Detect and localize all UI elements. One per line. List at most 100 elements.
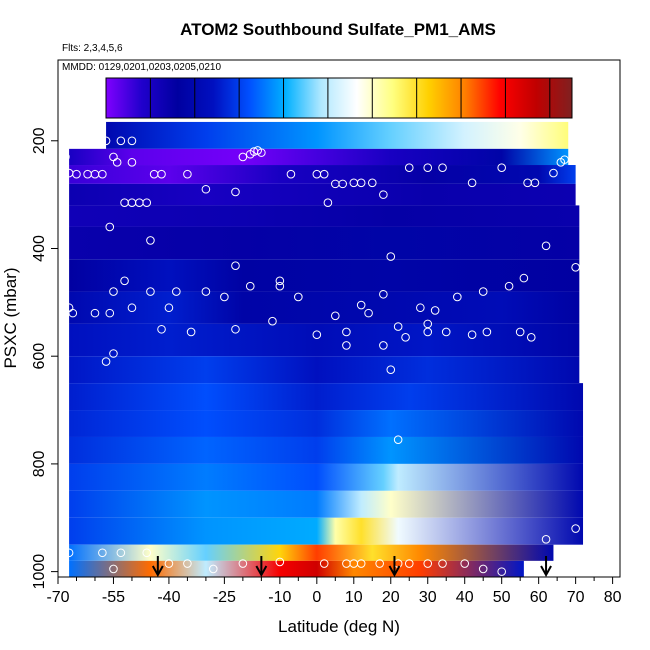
observation-point <box>356 178 366 188</box>
observation-point <box>423 163 433 173</box>
observation-point <box>319 559 329 568</box>
observation-point <box>549 168 558 178</box>
x-tick-label: 60 <box>530 589 548 606</box>
observation-point <box>497 163 506 173</box>
observation-point <box>146 236 155 245</box>
y-tick-label: 200 <box>31 127 48 154</box>
observation-point <box>201 184 211 194</box>
observation-point <box>238 152 248 162</box>
observation-point <box>268 316 277 326</box>
observation-point <box>438 559 447 568</box>
heatmap-band <box>69 560 524 577</box>
observation-point <box>467 330 477 339</box>
observation-point <box>245 281 255 291</box>
observation-point <box>541 241 551 251</box>
observation-point <box>323 198 333 208</box>
observation-point <box>275 557 285 567</box>
observation-point <box>231 261 240 271</box>
observation-point <box>146 287 155 296</box>
observation-point <box>68 308 78 318</box>
down-arrow-icon <box>388 556 401 578</box>
observation-point <box>116 548 126 558</box>
observation-point <box>127 303 137 313</box>
observation-point <box>112 158 122 167</box>
observation-point <box>356 559 366 568</box>
observation-point <box>164 559 174 568</box>
observation-point <box>220 292 229 302</box>
heatmap-band <box>69 323 580 357</box>
observation-point <box>364 308 373 318</box>
observation-point <box>201 287 211 296</box>
heatmap-band <box>69 356 580 384</box>
heatmap-band <box>69 291 580 324</box>
observation-point <box>183 559 192 568</box>
x-tick-label: -10 <box>268 589 291 606</box>
observation-point <box>379 341 388 350</box>
observation-point <box>157 169 166 179</box>
heatmap-band <box>69 205 580 227</box>
observation-point <box>164 303 174 313</box>
observation-point <box>231 187 240 197</box>
observation-point <box>61 152 70 162</box>
y-tick-label: 600 <box>31 343 48 370</box>
heatmap-band <box>69 463 584 491</box>
x-tick-label: 10 <box>345 589 363 606</box>
x-tick-label: -40 <box>157 589 180 606</box>
observation-point <box>101 357 111 366</box>
observation-point <box>338 179 347 189</box>
observation-point <box>541 535 551 544</box>
observation-point <box>504 281 514 291</box>
observation-point <box>386 365 396 374</box>
observation-point <box>186 327 196 337</box>
down-arrow-icon <box>255 556 268 578</box>
observation-point <box>478 564 488 574</box>
observation-point <box>120 276 129 286</box>
observation-point <box>90 308 100 318</box>
observation-point <box>342 341 351 350</box>
x-tick-label: -55 <box>102 589 125 606</box>
observation-point <box>127 136 137 146</box>
observation-point <box>356 300 366 310</box>
heatmap-bands <box>69 121 584 577</box>
observation-point <box>401 333 410 342</box>
observation-point <box>116 136 126 146</box>
observation-point <box>105 308 115 318</box>
observation-point <box>404 559 414 568</box>
observation-point <box>257 148 266 157</box>
observation-point <box>183 169 192 179</box>
observation-point <box>98 169 107 179</box>
observation-point <box>275 276 285 286</box>
observation-point <box>515 327 525 337</box>
observation-point <box>375 559 384 568</box>
x-tick-label: 40 <box>456 589 474 606</box>
dates-label: MMDD: 0129,0201,0203,0205,0210 <box>62 62 221 73</box>
observation-point <box>404 163 414 173</box>
flights-label: Flts: 2,3,4,5,6 <box>62 43 123 54</box>
heatmap-band <box>69 165 576 184</box>
observation-point <box>571 263 580 272</box>
observation-point <box>571 524 580 533</box>
heatmap-band <box>69 383 584 411</box>
chart-title: ATOM2 Southbound Sulfate_PM1_AMS <box>180 20 496 39</box>
observation-point <box>101 136 111 146</box>
y-tick-label: 800 <box>31 450 48 477</box>
heatmap-band <box>69 259 580 292</box>
x-tick-label: 0 <box>312 589 321 606</box>
heatmap-band <box>69 183 576 206</box>
observation-point <box>460 559 470 568</box>
heatmap-band <box>69 544 554 561</box>
observation-point <box>64 548 74 558</box>
x-tick-label: 50 <box>493 589 511 606</box>
observation-point <box>367 178 377 188</box>
observation-point <box>519 273 529 283</box>
heatmap-band <box>69 226 580 260</box>
observation-point <box>416 303 425 313</box>
observation-point <box>441 327 451 337</box>
heatmap-band <box>69 410 584 437</box>
observation-point <box>530 178 540 188</box>
heatmap-band <box>69 517 584 545</box>
y-tick-label: 400 <box>31 235 48 262</box>
observation-point <box>208 564 218 574</box>
observation-point <box>342 327 351 337</box>
heatmap-band <box>106 121 569 149</box>
